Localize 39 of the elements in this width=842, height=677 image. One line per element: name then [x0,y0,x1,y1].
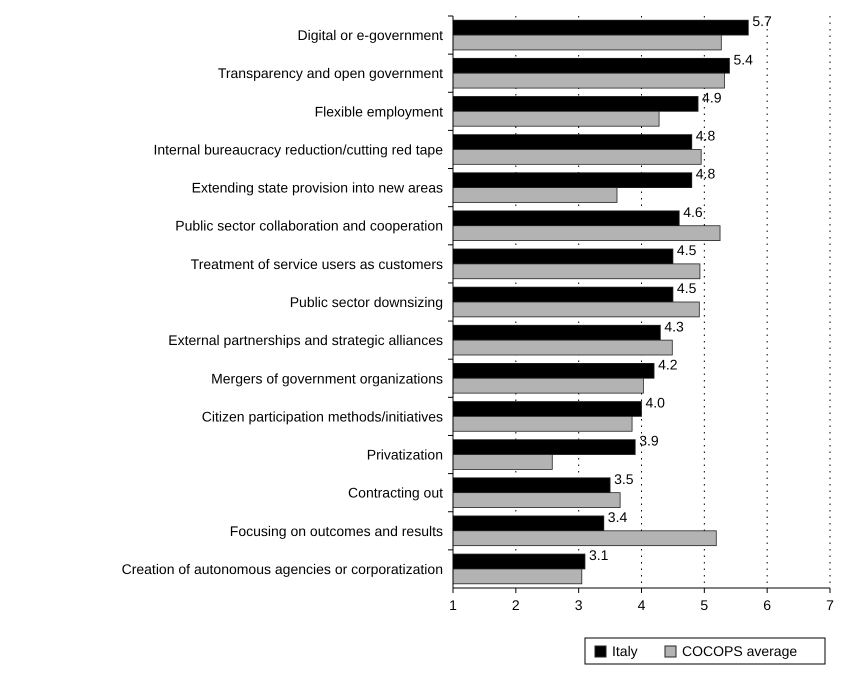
y-tick-label: Internal bureaucracy reduction/cutting red tape [153,141,444,158]
data-label: 4.8 [696,128,716,144]
data-label: 4.3 [664,318,684,334]
y-tick-label: Public sector collaboration and cooperation [175,218,443,234]
data-label: 3.5 [614,470,634,487]
x-tick-label: 6 [763,597,772,613]
y-tick-label: Mergers of government organizations [211,370,443,386]
x-tick-label: 1 [449,597,458,613]
y-tick-label: Digital or e-government [297,27,444,44]
data-label: 5.4 [733,51,754,68]
legend-label: COCOPS average [682,643,798,659]
y-tick-label: Contracting out [348,484,444,501]
y-tick-label: Privatization [366,446,443,463]
data-label: 3.1 [588,547,609,564]
data-label: 5.7 [752,13,772,30]
data-label: 4.5 [676,280,697,296]
y-tick-label: Transparency and open government [218,65,444,82]
y-tick-label: External partnerships and strategic alliances [168,332,443,348]
x-tick-label: 5 [700,597,708,613]
data-label: 4.9 [702,89,722,106]
y-tick-label: Creation of autonomous agencies or corporatization [122,560,443,577]
x-tick-label: 4 [638,597,646,613]
y-tick-label: Treatment of service users as customers [190,256,443,272]
y-tick-label: Public sector downsizing [290,294,443,310]
data-label: 3.9 [639,432,659,449]
y-tick-label: Citizen participation methods/initiatives [202,408,443,424]
y-tick-label: Flexible employment [314,103,444,120]
x-tick-label: 3 [574,597,583,613]
data-label: 4.6 [683,204,703,220]
data-label: 4.5 [676,242,697,258]
x-tick-label: 2 [512,597,520,613]
data-label: 3.4 [608,508,628,525]
data-label: 4.2 [658,356,678,372]
x-tick-label: 7 [826,597,834,613]
data-label: 4.0 [646,394,666,411]
data-label: 4.8 [696,166,716,182]
legend-label: Italy [612,643,638,659]
y-tick-label: Focusing on outcomes and results [230,522,443,539]
y-tick-label: Extending state provision into new areas [192,180,443,196]
